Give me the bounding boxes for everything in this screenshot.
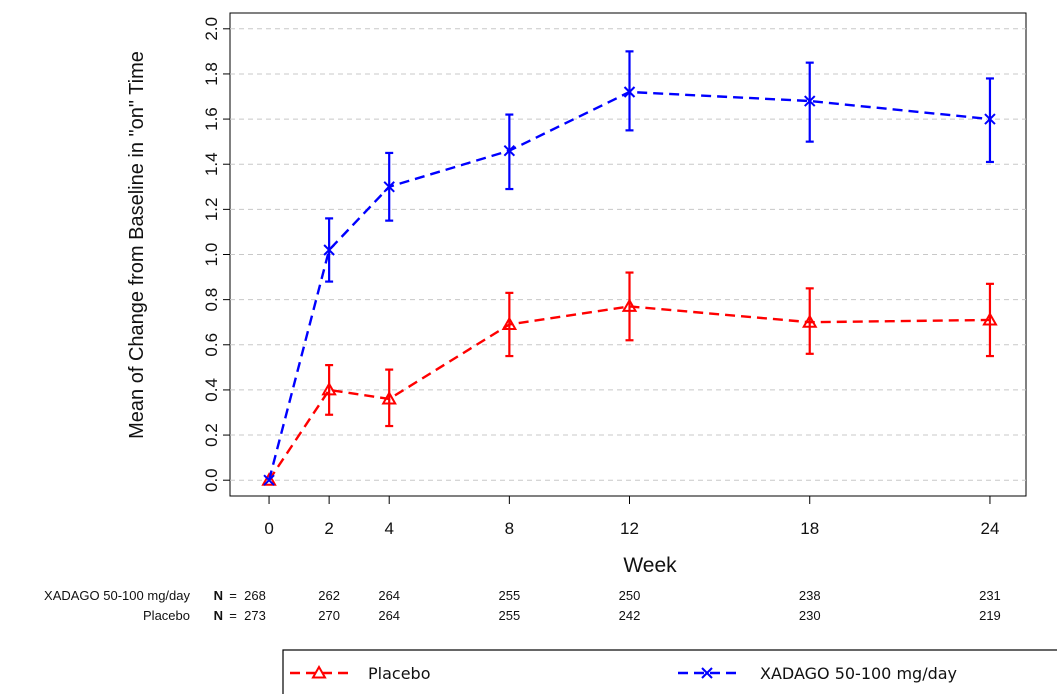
n-prefix: N [214,608,223,623]
xadago-marker-stroke [701,667,713,679]
n-count: 264 [378,588,400,603]
placebo-marker [381,390,397,405]
legend-item-xadago: XADAGO 50-100 mg/day [678,664,957,683]
n-count: 219 [979,608,1001,623]
x-axis: 0 2 4 8 12 18 24 [264,496,999,538]
n-equals: = [229,608,237,623]
n-count: 242 [619,608,641,623]
error-bar [325,363,334,416]
n-prefix: N [214,588,223,603]
n-count: 231 [979,588,1001,603]
n-count: 264 [378,608,400,623]
error-bar [385,368,394,428]
xadago-marker [503,144,516,157]
x-tick-label: 8 [505,519,514,538]
xadago-marker [804,95,816,107]
y-tick-label: 1.6 [202,107,221,131]
error-bar [985,282,994,358]
y-tick-label: 0.8 [202,288,221,312]
xadago-marker-stroke [804,95,816,107]
x-tick-label: 18 [800,519,819,538]
y-axis: 0.0 0.2 0.4 0.6 0.8 1.0 1.2 1.4 1.6 1.8 2.0 [202,17,230,492]
n-count: 255 [498,588,520,603]
y-tick-label: 1.4 [202,152,221,176]
xadago-marker-stroke [984,113,996,125]
placebo-marker [261,472,277,486]
placebo-marker [321,381,337,396]
n-count: 270 [318,608,340,623]
y-tick-label: 0.6 [202,333,221,357]
xadago-marker [623,86,636,98]
x-tick-label: 0 [264,519,273,538]
legend: Placebo XADAGO 50-100 mg/day [282,649,1057,694]
legend-item-placebo: Placebo [290,664,430,683]
n-count: 273 [244,608,266,623]
x-tick-label: 12 [620,519,639,538]
error-bar [505,291,514,358]
placebo-marker [311,664,327,679]
xadago-marker-stroke [323,244,335,256]
y-tick-label: 1.2 [202,198,221,222]
x-tick-label: 24 [980,519,999,538]
error-bar [805,287,814,355]
n-count: 268 [244,588,266,603]
series-layer [261,50,998,486]
xadago-marker [323,244,335,256]
placebo-marker [802,314,818,328]
placebo-marker [501,316,518,330]
x-axis-title: Week [623,554,677,577]
legend-box [282,649,1057,694]
n-count: 230 [799,608,821,623]
legend-label: XADAGO 50-100 mg/day [760,664,957,683]
n-count: 262 [318,588,340,603]
n-at-risk-table: XADAGO 50-100 mg/day N = 268 262 264 255 250 238… [44,588,1001,623]
x-tick-label: 2 [324,519,333,538]
xadago-marker [383,181,395,193]
series-xadago [263,50,996,486]
n-count: 255 [498,608,520,623]
y-tick-label: 1.8 [202,62,221,86]
xadago-marker-stroke [623,86,636,98]
error-bar [625,271,634,342]
xadago-marker-stroke [383,181,395,193]
xadago-marker [701,667,713,679]
xadago-marker-stroke [263,474,275,486]
xadago-marker [984,113,996,125]
placebo-marker [621,298,638,312]
grid-lines [230,28,1026,481]
n-table-row-label: XADAGO 50-100 mg/day [44,588,190,603]
n-count: 250 [619,588,641,603]
x-tick-label: 4 [384,519,393,538]
y-tick-label: 0.4 [202,378,221,402]
legend-label: Placebo [368,664,430,683]
y-axis-title: Mean of Change from Baseline in "on" Tim… [126,51,148,439]
y-tick-label: 0.0 [202,468,221,492]
series-placebo [261,271,998,486]
xadago-marker [263,474,275,486]
xadago-marker-stroke [503,144,516,157]
y-tick-label: 2.0 [202,17,221,41]
n-table-row-label: Placebo [143,608,190,623]
y-tick-label: 0.2 [202,423,221,447]
n-count: 238 [799,588,821,603]
placebo-marker [982,311,998,326]
y-tick-label: 1.0 [202,243,221,267]
n-equals: = [229,588,237,603]
